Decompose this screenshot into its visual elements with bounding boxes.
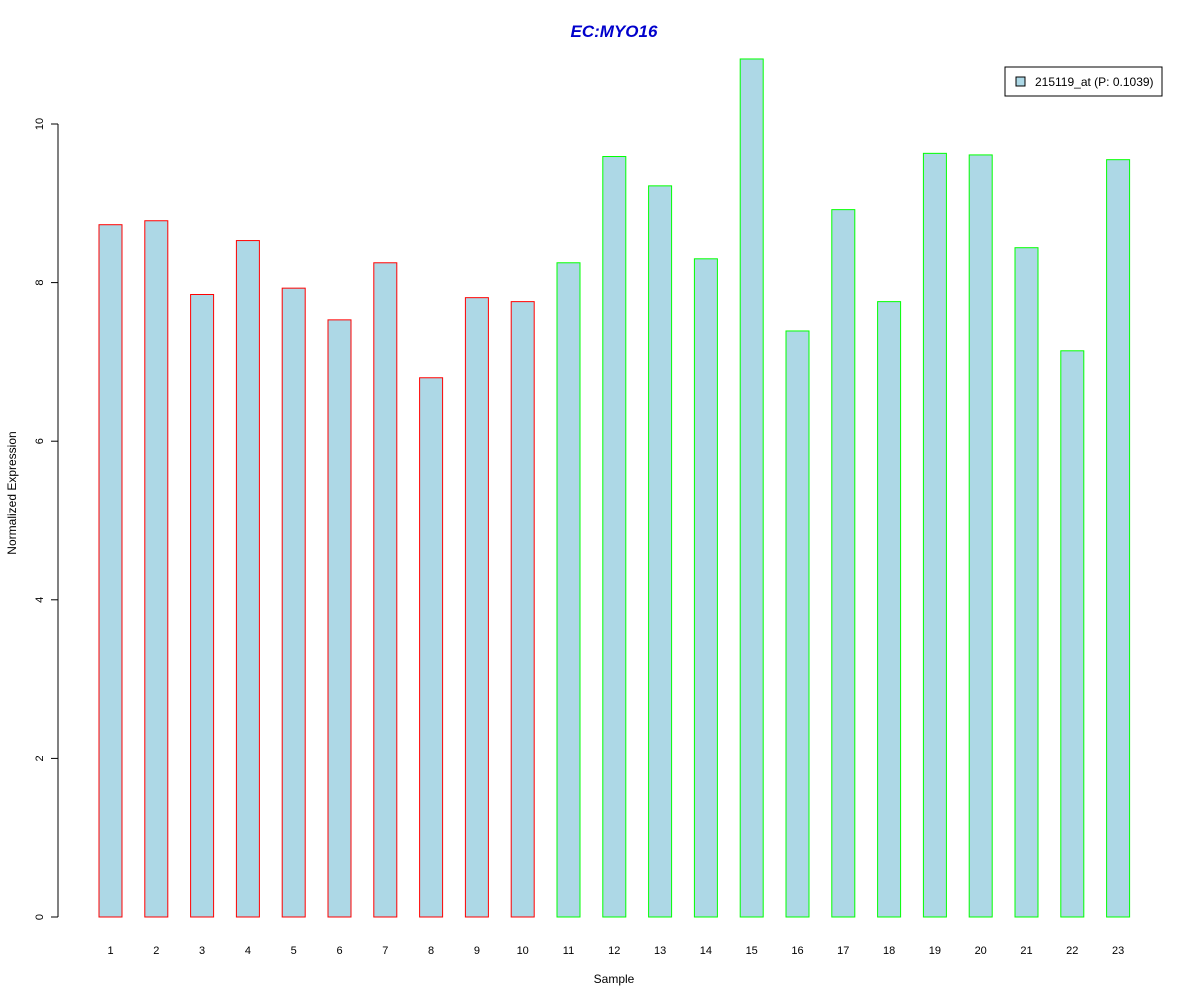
x-tick-label: 16 [791, 945, 803, 957]
bar-18 [877, 301, 902, 918]
x-tick-label: 15 [746, 945, 758, 957]
bar-5 [281, 287, 306, 918]
bar-10 [510, 301, 535, 918]
bar-7 [373, 262, 398, 918]
y-tick-label: 10 [34, 118, 46, 130]
x-tick-label: 10 [517, 945, 529, 957]
x-tick-label: 2 [153, 945, 159, 957]
x-tick-label: 21 [1020, 945, 1032, 957]
bar-19 [922, 152, 947, 918]
bar-2 [144, 220, 169, 918]
y-tick-label: 6 [34, 438, 46, 444]
bar-11 [556, 262, 581, 918]
legend-box [1004, 66, 1163, 97]
x-axis-label: Sample [594, 972, 635, 986]
bar-22 [1060, 350, 1085, 918]
x-tick-label: 3 [199, 945, 205, 957]
bar-23 [1106, 159, 1131, 918]
bar-1 [98, 224, 123, 918]
bar-12 [602, 156, 627, 918]
y-tick-label: 2 [34, 755, 46, 761]
legend: 215119_at (P: 0.1039) [1004, 66, 1163, 97]
x-tick-label: 17 [837, 945, 849, 957]
legend-label: 215119_at (P: 0.1039) [1035, 75, 1154, 89]
x-tick-label: 5 [291, 945, 297, 957]
x-tick-label: 6 [336, 945, 342, 957]
x-tick-label: 20 [975, 945, 987, 957]
y-axis-label: Normalized Expression [5, 431, 19, 554]
bar-13 [648, 185, 673, 918]
bar-16 [785, 330, 810, 918]
bar-3 [190, 293, 215, 918]
bar-15 [739, 58, 764, 918]
y-tick-label: 8 [34, 280, 46, 286]
x-tick-label: 11 [563, 945, 574, 957]
bar-21 [1014, 247, 1039, 918]
y-axis: 0 2 4 6 8 10 [34, 118, 59, 920]
x-tick-label: 14 [700, 945, 712, 957]
bar-20 [968, 154, 993, 918]
x-tick-labels: 1 2 3 4 5 6 7 8 9 10 11 12 13 14 15 16 17 18 19 20 21 22 23 [107, 945, 1124, 957]
x-tick-label: 7 [382, 945, 388, 957]
y-tick-label: 0 [34, 914, 46, 920]
x-tick-label: 13 [654, 945, 666, 957]
x-tick-label: 8 [428, 945, 434, 957]
x-tick-label: 18 [883, 945, 895, 957]
bar-9 [464, 297, 489, 918]
y-tick-label: 4 [34, 597, 46, 603]
bar-8 [419, 377, 444, 918]
bar-14 [693, 258, 718, 918]
x-tick-label: 23 [1112, 945, 1124, 957]
legend-swatch [1015, 76, 1026, 87]
x-tick-label: 19 [929, 945, 941, 957]
x-tick-label: 4 [245, 945, 251, 957]
bar-17 [831, 209, 856, 918]
x-tick-label: 12 [608, 945, 620, 957]
x-tick-label: 9 [474, 945, 480, 957]
x-tick-label: 1 [107, 945, 113, 957]
bars [98, 58, 1131, 918]
x-tick-label: 22 [1066, 945, 1078, 957]
bar-4 [235, 240, 260, 918]
chart-title: EC:MYO16 [571, 22, 658, 41]
bar-6 [327, 319, 352, 918]
